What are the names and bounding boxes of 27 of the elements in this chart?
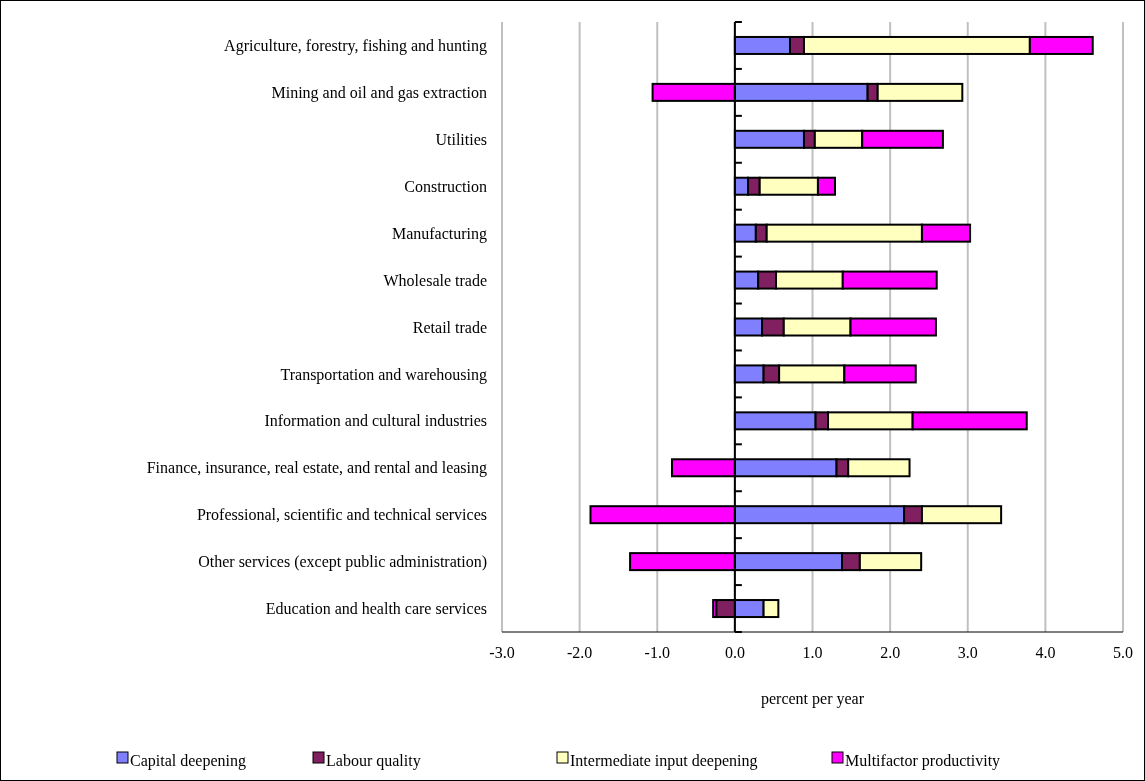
- y-tick-label: Transportation and warehousing: [280, 365, 487, 384]
- x-tick-label: -2.0: [566, 644, 593, 661]
- y-tick-label: Construction: [404, 177, 487, 195]
- y-tick-label: Utilities: [435, 130, 487, 148]
- y-tick-label: Manufacturing: [391, 224, 487, 243]
- y-tick-label: Wholesale trade: [383, 271, 487, 289]
- x-axis-title: percent per year: [760, 690, 865, 708]
- y-tick-label: Other services (except public administration): [198, 553, 487, 572]
- legend-label: Labour quality: [326, 751, 421, 770]
- y-tick-label: Information and cultural industries: [264, 412, 487, 430]
- y-tick-label: Retail trade: [412, 318, 487, 336]
- x-tick-label: 3.0: [957, 644, 978, 661]
- y-tick-label: Professional, scientific and technical services: [196, 506, 487, 524]
- legend-label: Intermediate input deepening: [570, 751, 758, 770]
- x-tick-label: -3.0: [489, 644, 515, 661]
- y-tick-label: Agriculture, forestry, fishing and hunting: [224, 37, 487, 56]
- y-tick-label: Education and health care services: [265, 600, 487, 618]
- y-tick-label: Finance, insurance, real estate, and rental and leasing: [146, 459, 487, 478]
- legend-label: Multifactor productivity: [845, 751, 1001, 770]
- x-tick-label: 2.0: [880, 644, 901, 661]
- y-tick-label: Mining and oil and gas extraction: [271, 83, 487, 102]
- x-tick-label: 5.0: [1113, 644, 1133, 661]
- x-tick-label: 0.0: [724, 644, 745, 661]
- x-tick-label: 1.0: [802, 644, 823, 661]
- x-tick-label: 4.0: [1035, 644, 1056, 661]
- x-tick-label: -1.0: [644, 644, 670, 661]
- legend-label: Capital deepening: [130, 751, 246, 770]
